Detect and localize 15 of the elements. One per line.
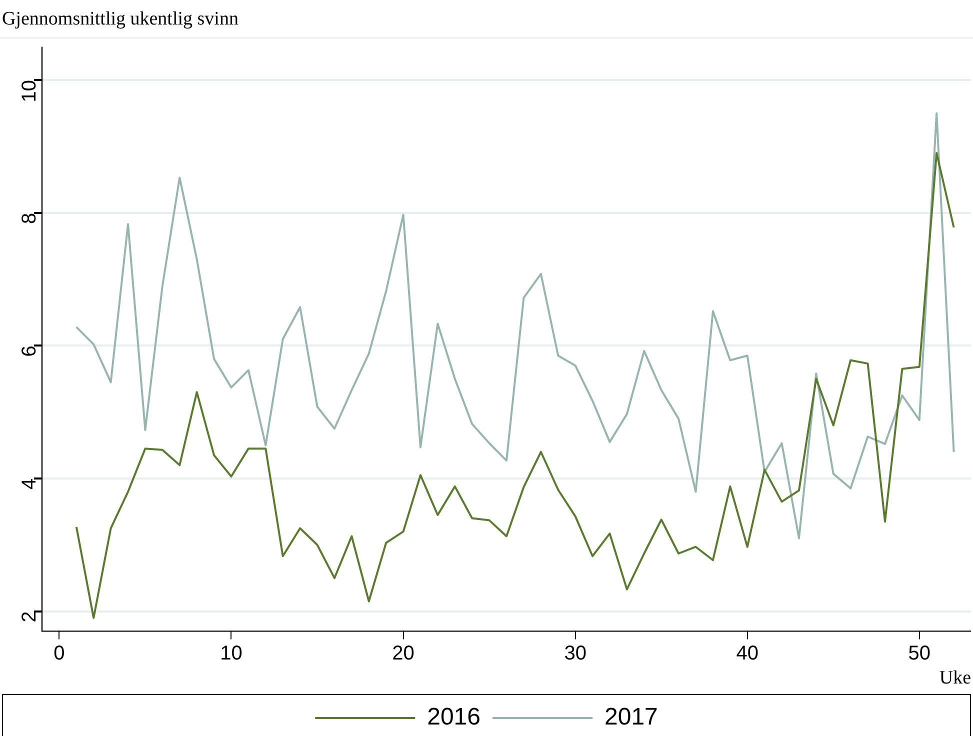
x-tick-label: 50 [908,642,931,665]
x-tick-label: 20 [392,642,414,665]
y-tick-label: 4 [18,478,41,490]
legend-label: 2016 [427,704,480,731]
x-axis-title: Uke [939,668,971,689]
y-tick-label: 6 [18,346,41,357]
y-tick-label: 2 [18,611,41,622]
legend-label: 2017 [604,704,658,731]
chart-title: Gjennomsnittlig ukentlig svinn [2,8,239,30]
y-tick-label: 8 [18,212,41,224]
x-tick-label: 10 [220,642,242,665]
y-tick-label: 10 [18,80,41,102]
x-tick-label: 30 [564,642,586,665]
x-tick-label: 40 [736,642,758,665]
x-tick-label: 0 [54,642,65,665]
